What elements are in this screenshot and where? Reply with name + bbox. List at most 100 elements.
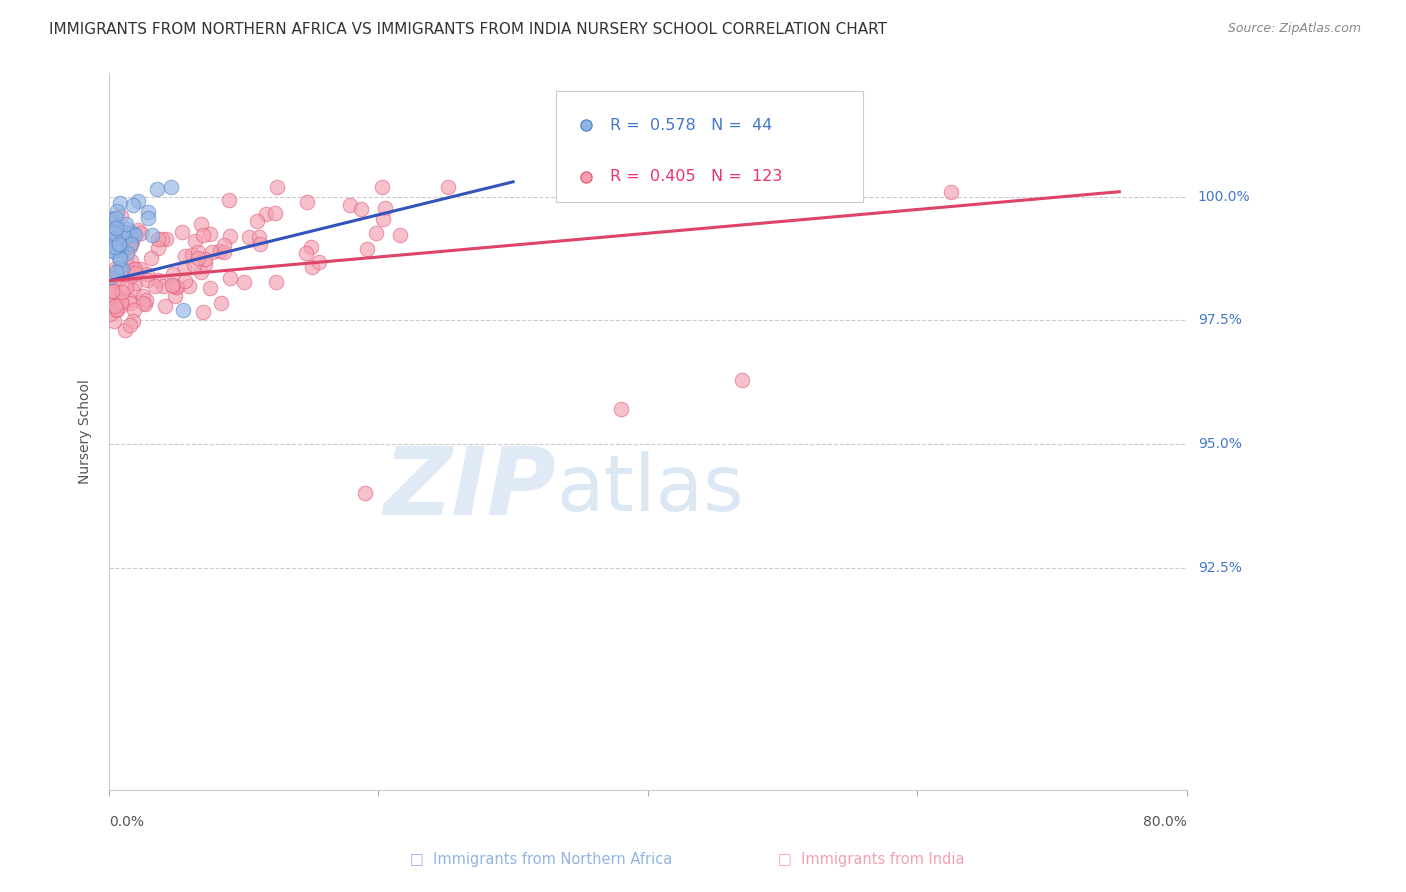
- Point: [121, 314, 143, 328]
- Point: [120, 237, 142, 252]
- Point: [103, 231, 125, 245]
- Point: [120, 254, 142, 268]
- Point: [105, 221, 128, 235]
- Point: [108, 237, 131, 252]
- Point: [118, 295, 141, 310]
- Point: [132, 288, 155, 302]
- Point: [98, 234, 121, 248]
- Point: [218, 193, 240, 207]
- Point: [131, 295, 153, 310]
- Text: atlas: atlas: [557, 451, 744, 527]
- Point: [939, 185, 962, 199]
- Point: [108, 266, 131, 280]
- Point: [111, 267, 134, 281]
- Point: [110, 238, 132, 252]
- Point: [118, 227, 141, 242]
- Point: [198, 227, 221, 241]
- Point: [98, 296, 121, 310]
- Point: [98, 270, 121, 285]
- Point: [136, 273, 159, 287]
- Point: [295, 195, 318, 210]
- Point: [114, 322, 136, 336]
- Point: [153, 299, 176, 313]
- Point: [610, 402, 633, 417]
- Point: [127, 194, 149, 208]
- Point: [173, 261, 195, 276]
- Point: [173, 250, 195, 264]
- Point: [101, 244, 124, 258]
- Point: [121, 234, 143, 248]
- Point: [104, 285, 127, 300]
- Point: [104, 240, 127, 254]
- Point: [163, 289, 186, 303]
- Point: [120, 237, 142, 252]
- Text: 0.0%: 0.0%: [108, 815, 143, 829]
- Point: [108, 260, 131, 274]
- Point: [100, 212, 122, 227]
- Point: [136, 205, 159, 219]
- Point: [120, 235, 142, 250]
- Text: IMMIGRANTS FROM NORTHERN AFRICA VS IMMIGRANTS FROM INDIA NURSERY SCHOOL CORRELAT: IMMIGRANTS FROM NORTHERN AFRICA VS IMMIG…: [49, 22, 887, 37]
- Point: [190, 265, 212, 279]
- Point: [124, 276, 146, 290]
- Point: [190, 217, 212, 231]
- Point: [104, 300, 127, 314]
- Point: [349, 202, 371, 217]
- Point: [105, 204, 128, 219]
- Point: [110, 209, 132, 223]
- Point: [191, 305, 214, 319]
- Point: [187, 252, 209, 266]
- Point: [374, 201, 396, 215]
- Point: [104, 300, 127, 314]
- Point: [264, 205, 287, 219]
- Point: [111, 225, 134, 239]
- Point: [118, 318, 141, 332]
- Point: [180, 248, 202, 262]
- Point: [122, 283, 145, 297]
- Point: [100, 284, 122, 298]
- Y-axis label: Nursery School: Nursery School: [79, 379, 93, 484]
- Point: [120, 269, 142, 284]
- Point: [105, 211, 128, 226]
- Point: [148, 241, 170, 255]
- Point: [373, 212, 395, 227]
- Point: [114, 268, 136, 282]
- Point: [364, 226, 387, 240]
- Point: [115, 217, 138, 231]
- Point: [356, 242, 378, 256]
- Point: [107, 243, 129, 257]
- Point: [129, 261, 152, 276]
- Point: [266, 180, 288, 194]
- Point: [115, 280, 138, 294]
- Point: [124, 303, 146, 318]
- Point: [135, 293, 157, 307]
- Point: [219, 228, 242, 243]
- Point: [112, 231, 135, 245]
- Point: [107, 220, 129, 235]
- Point: [731, 373, 754, 387]
- Point: [354, 486, 377, 500]
- Point: [118, 227, 141, 241]
- Point: [101, 294, 124, 309]
- Point: [193, 228, 215, 243]
- Text: 95.0%: 95.0%: [1198, 437, 1241, 451]
- Point: [179, 279, 201, 293]
- Point: [105, 234, 128, 248]
- Point: [97, 280, 120, 294]
- Point: [108, 250, 131, 264]
- Point: [111, 261, 134, 276]
- Point: [105, 302, 128, 317]
- Point: [198, 281, 221, 295]
- Point: [247, 230, 270, 244]
- Point: [127, 223, 149, 237]
- Point: [98, 237, 121, 252]
- Point: [118, 293, 141, 307]
- Point: [194, 257, 217, 271]
- Text: 97.5%: 97.5%: [1198, 313, 1241, 327]
- Point: [294, 245, 316, 260]
- Point: [104, 265, 127, 279]
- Point: [264, 275, 287, 289]
- Point: [103, 235, 125, 250]
- Point: [129, 226, 152, 240]
- Point: [103, 227, 125, 241]
